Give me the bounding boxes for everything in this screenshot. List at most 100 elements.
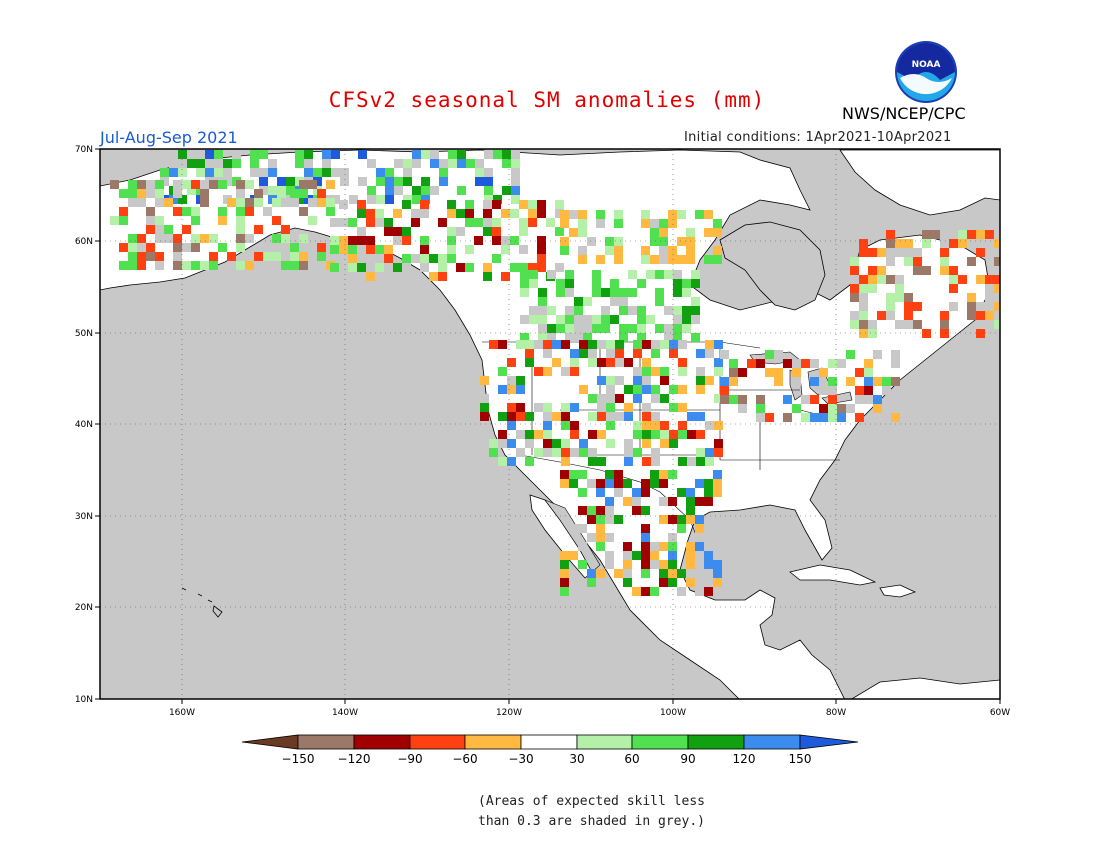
anomaly-cell — [864, 359, 873, 368]
low-skill-cell — [137, 243, 146, 252]
anomaly-cell — [182, 180, 191, 189]
anomaly-cell — [447, 236, 456, 245]
hudson-bay — [719, 221, 826, 311]
anomaly-cell — [682, 315, 691, 324]
anomaly-cell — [511, 159, 520, 168]
anomaly-cell — [940, 320, 949, 329]
anomaly-cell — [245, 180, 254, 189]
anomaly-cell — [182, 261, 191, 270]
anomaly-cell — [489, 439, 498, 448]
anomaly-cell — [651, 385, 660, 394]
anomaly-cell — [173, 261, 182, 270]
anomaly-cell — [949, 284, 958, 293]
anomaly-cell — [561, 448, 570, 457]
anomaly-cell — [601, 315, 610, 324]
anomaly-cell — [366, 209, 375, 218]
anomaly-cell — [191, 207, 200, 216]
colorbar-label: 120 — [733, 752, 756, 766]
anomaly-cell — [729, 359, 738, 368]
low-skill-cell — [538, 324, 547, 333]
anomaly-cell — [720, 377, 729, 386]
anomaly-cell — [560, 578, 569, 587]
anomaly-cell — [299, 252, 308, 261]
anomaly-cell — [837, 413, 846, 422]
anomaly-cell — [659, 569, 668, 578]
anomaly-cell — [556, 324, 565, 333]
anomaly-cell — [637, 333, 646, 342]
anomaly-cell — [507, 403, 516, 412]
low-skill-cell — [859, 302, 868, 311]
anomaly-cell — [691, 306, 700, 315]
anomaly-cell — [704, 560, 713, 569]
low-skill-cell — [543, 412, 552, 421]
anomaly-cell — [596, 533, 605, 542]
low-skill-cell — [322, 159, 331, 168]
low-skill-cell — [367, 195, 376, 204]
anomaly-cell — [904, 302, 913, 311]
low-skill-cell — [259, 168, 268, 177]
anomaly-cell — [498, 430, 507, 439]
anomaly-cell — [578, 219, 587, 228]
anomaly-cell — [695, 542, 704, 551]
anomaly-cell — [489, 448, 498, 457]
anomaly-cell — [668, 246, 677, 255]
anomaly-cell — [637, 306, 646, 315]
anomaly-cell — [322, 168, 331, 177]
anomaly-cell — [227, 252, 236, 261]
low-skill-cell — [375, 218, 384, 227]
anomaly-cell — [511, 195, 520, 204]
low-skill-cell — [642, 403, 651, 412]
anomaly-cell — [606, 403, 615, 412]
low-skill-cell — [886, 311, 895, 320]
anomaly-cell — [358, 150, 367, 159]
anomaly-cell — [420, 245, 429, 254]
anomaly-cell — [895, 284, 904, 293]
anomaly-cell — [277, 177, 286, 186]
anomaly-cell — [561, 421, 570, 430]
anomaly-cell — [895, 239, 904, 248]
anomaly-cell — [402, 200, 411, 209]
anomaly-cell — [588, 394, 597, 403]
anomaly-cell — [411, 218, 420, 227]
low-skill-cell — [985, 293, 994, 302]
anomaly-cell — [886, 230, 895, 239]
anomaly-cell — [169, 168, 178, 177]
anomaly-cell — [738, 395, 747, 404]
low-skill-cell — [155, 261, 164, 270]
low-skill-cell — [128, 198, 137, 207]
anomaly-cell — [182, 207, 191, 216]
anomaly-cell — [254, 252, 263, 261]
anomaly-cell — [660, 421, 669, 430]
anomaly-cell — [385, 195, 394, 204]
anomaly-cell — [569, 228, 578, 237]
anomaly-cell — [538, 333, 547, 342]
low-skill-cell — [498, 439, 507, 448]
anomaly-cell — [326, 207, 335, 216]
anomaly-cell — [403, 159, 412, 168]
anomaly-cell — [330, 236, 339, 245]
low-skill-cell — [155, 234, 164, 243]
anomaly-cell — [642, 412, 651, 421]
anomaly-cell — [421, 150, 430, 159]
low-skill-cell — [891, 350, 900, 359]
anomaly-cell — [615, 394, 624, 403]
low-skill-cell — [538, 306, 547, 315]
anomaly-cell — [236, 243, 245, 252]
anomaly-cell — [560, 560, 569, 569]
low-skill-cell — [597, 403, 606, 412]
anomaly-cell — [619, 306, 628, 315]
low-skill-cell — [173, 180, 182, 189]
anomaly-cell — [597, 412, 606, 421]
anomaly-cell — [904, 293, 913, 302]
anomaly-cell — [511, 186, 520, 195]
anomaly-cell — [569, 479, 578, 488]
colorbar-swatch-9 — [743, 734, 801, 750]
anomaly-cell — [385, 186, 394, 195]
anomaly-cell — [624, 412, 633, 421]
lon-label-100w: 100W — [660, 708, 686, 718]
anomaly-cell — [376, 168, 385, 177]
anomaly-cell — [691, 297, 700, 306]
anomaly-cell — [713, 228, 722, 237]
anomaly-cell — [783, 413, 792, 422]
anomaly-cell — [245, 207, 254, 216]
